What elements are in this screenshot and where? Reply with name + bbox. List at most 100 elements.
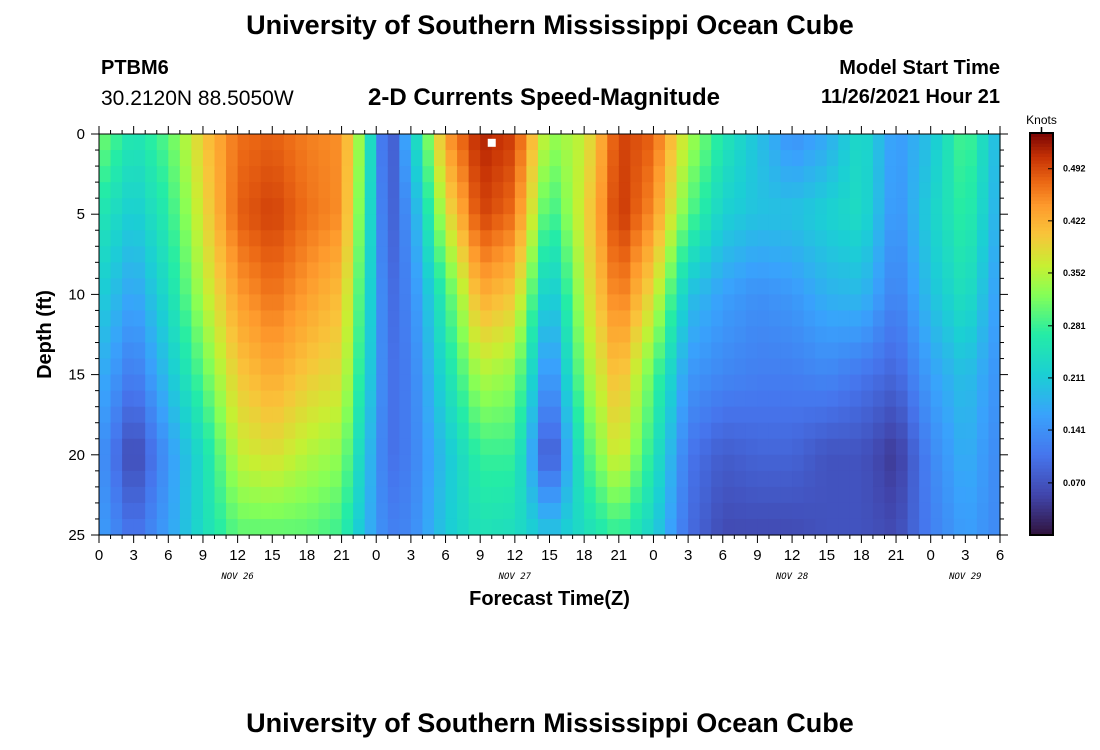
heatmap-cell (399, 262, 412, 279)
heatmap-cell (780, 246, 793, 263)
heatmap-cell (341, 134, 354, 151)
colorbar-label: 0.352 (1063, 268, 1086, 278)
heatmap-cell (503, 406, 516, 424)
heatmap-cell (711, 198, 724, 215)
colorbar-segment (1030, 427, 1053, 432)
heatmap-cell (780, 342, 793, 360)
heatmap-cell (607, 198, 620, 215)
heatmap-cell (745, 518, 759, 536)
heatmap-cell (422, 278, 435, 295)
colorbar-segment (1030, 260, 1053, 265)
heatmap-cell (364, 150, 377, 167)
heatmap-cell (318, 358, 331, 376)
heatmap-cell (768, 454, 782, 472)
heatmap-cell (734, 470, 747, 488)
heatmap-cell (318, 150, 331, 167)
heatmap-cell (584, 438, 597, 456)
heatmap-cell (849, 342, 862, 360)
heatmap-cell (156, 390, 169, 408)
heatmap-cell (457, 342, 470, 360)
heatmap-cell (676, 326, 689, 344)
heatmap-cell (156, 454, 169, 472)
heatmap-cell (480, 502, 493, 520)
heatmap-cell (826, 262, 839, 279)
heatmap-cell (861, 502, 874, 520)
heatmap-cell (387, 166, 400, 183)
heatmap-cell (745, 358, 759, 376)
heatmap-cell (803, 502, 816, 520)
heatmap-cell (99, 374, 112, 392)
heatmap-cell (214, 454, 227, 472)
heatmap-cell (318, 262, 331, 279)
colorbar-segment (1030, 508, 1053, 513)
heatmap-cell (514, 326, 527, 344)
heatmap-cell (514, 182, 527, 199)
heatmap-cell (503, 518, 516, 536)
heatmap-cell (133, 358, 146, 376)
heatmap-cell (156, 406, 169, 424)
heatmap-cell (711, 214, 724, 231)
heatmap-cell (861, 134, 874, 151)
heatmap-cell (491, 374, 504, 392)
heatmap-cell (237, 278, 250, 295)
heatmap-cell (341, 230, 354, 247)
heatmap-cell (110, 150, 123, 167)
heatmap-cell (665, 262, 678, 279)
heatmap-cell (156, 342, 169, 360)
heatmap-cell (676, 390, 689, 408)
heatmap-cell (849, 134, 862, 151)
heatmap-cell (745, 470, 759, 488)
heatmap-cell (503, 502, 516, 520)
heatmap-cell (572, 454, 585, 472)
heatmap-cell (768, 230, 782, 247)
heatmap-cell (214, 518, 227, 536)
heatmap-cell (122, 518, 135, 536)
heatmap-cell (364, 294, 377, 312)
heatmap-cell (884, 198, 897, 215)
heatmap-cell (433, 502, 447, 520)
heatmap-cell (191, 134, 204, 151)
heatmap-cell (780, 470, 793, 488)
heatmap-cell (641, 422, 655, 440)
heatmap-cell (226, 134, 239, 151)
heatmap-cell (976, 326, 990, 344)
heatmap-cell (341, 150, 354, 167)
heatmap-cell (699, 486, 712, 504)
heatmap-cell (976, 166, 990, 183)
heatmap-cell (122, 182, 135, 199)
heatmap-cell (838, 214, 851, 231)
heatmap-cell (884, 406, 897, 424)
heatmap-cell (699, 326, 712, 344)
heatmap-cell (942, 326, 955, 344)
heatmap-cell (768, 310, 782, 328)
heatmap-cell (595, 358, 608, 376)
heatmap-cell (295, 406, 308, 424)
heatmap-cell (572, 518, 585, 536)
heatmap-cell (942, 166, 955, 183)
heatmap-cell (630, 486, 643, 504)
heatmap-cell (503, 230, 516, 247)
heatmap-cell (595, 470, 608, 488)
heatmap-cell (503, 182, 516, 199)
heatmap-cell (399, 502, 412, 520)
x-tick-label: 12 (784, 547, 801, 564)
heatmap-cell (272, 518, 285, 536)
heatmap-cell (330, 278, 343, 295)
heatmap-cell (665, 166, 678, 183)
heatmap-cell (780, 406, 793, 424)
heatmap-cell (433, 310, 447, 328)
heatmap-cell (676, 214, 689, 231)
heatmap-cell (930, 422, 943, 440)
heatmap-cell (156, 150, 169, 167)
heatmap-cell (919, 310, 932, 328)
heatmap-cell (688, 310, 701, 328)
heatmap-cell (641, 454, 655, 472)
heatmap-cell (942, 182, 955, 199)
heatmap-cell (872, 374, 886, 392)
heatmap-cell (849, 470, 862, 488)
heatmap-cell (237, 326, 250, 344)
heatmap-cell (803, 422, 816, 440)
colorbar-segment (1030, 153, 1053, 158)
heatmap-cell (665, 326, 678, 344)
heatmap-cell (191, 486, 204, 504)
